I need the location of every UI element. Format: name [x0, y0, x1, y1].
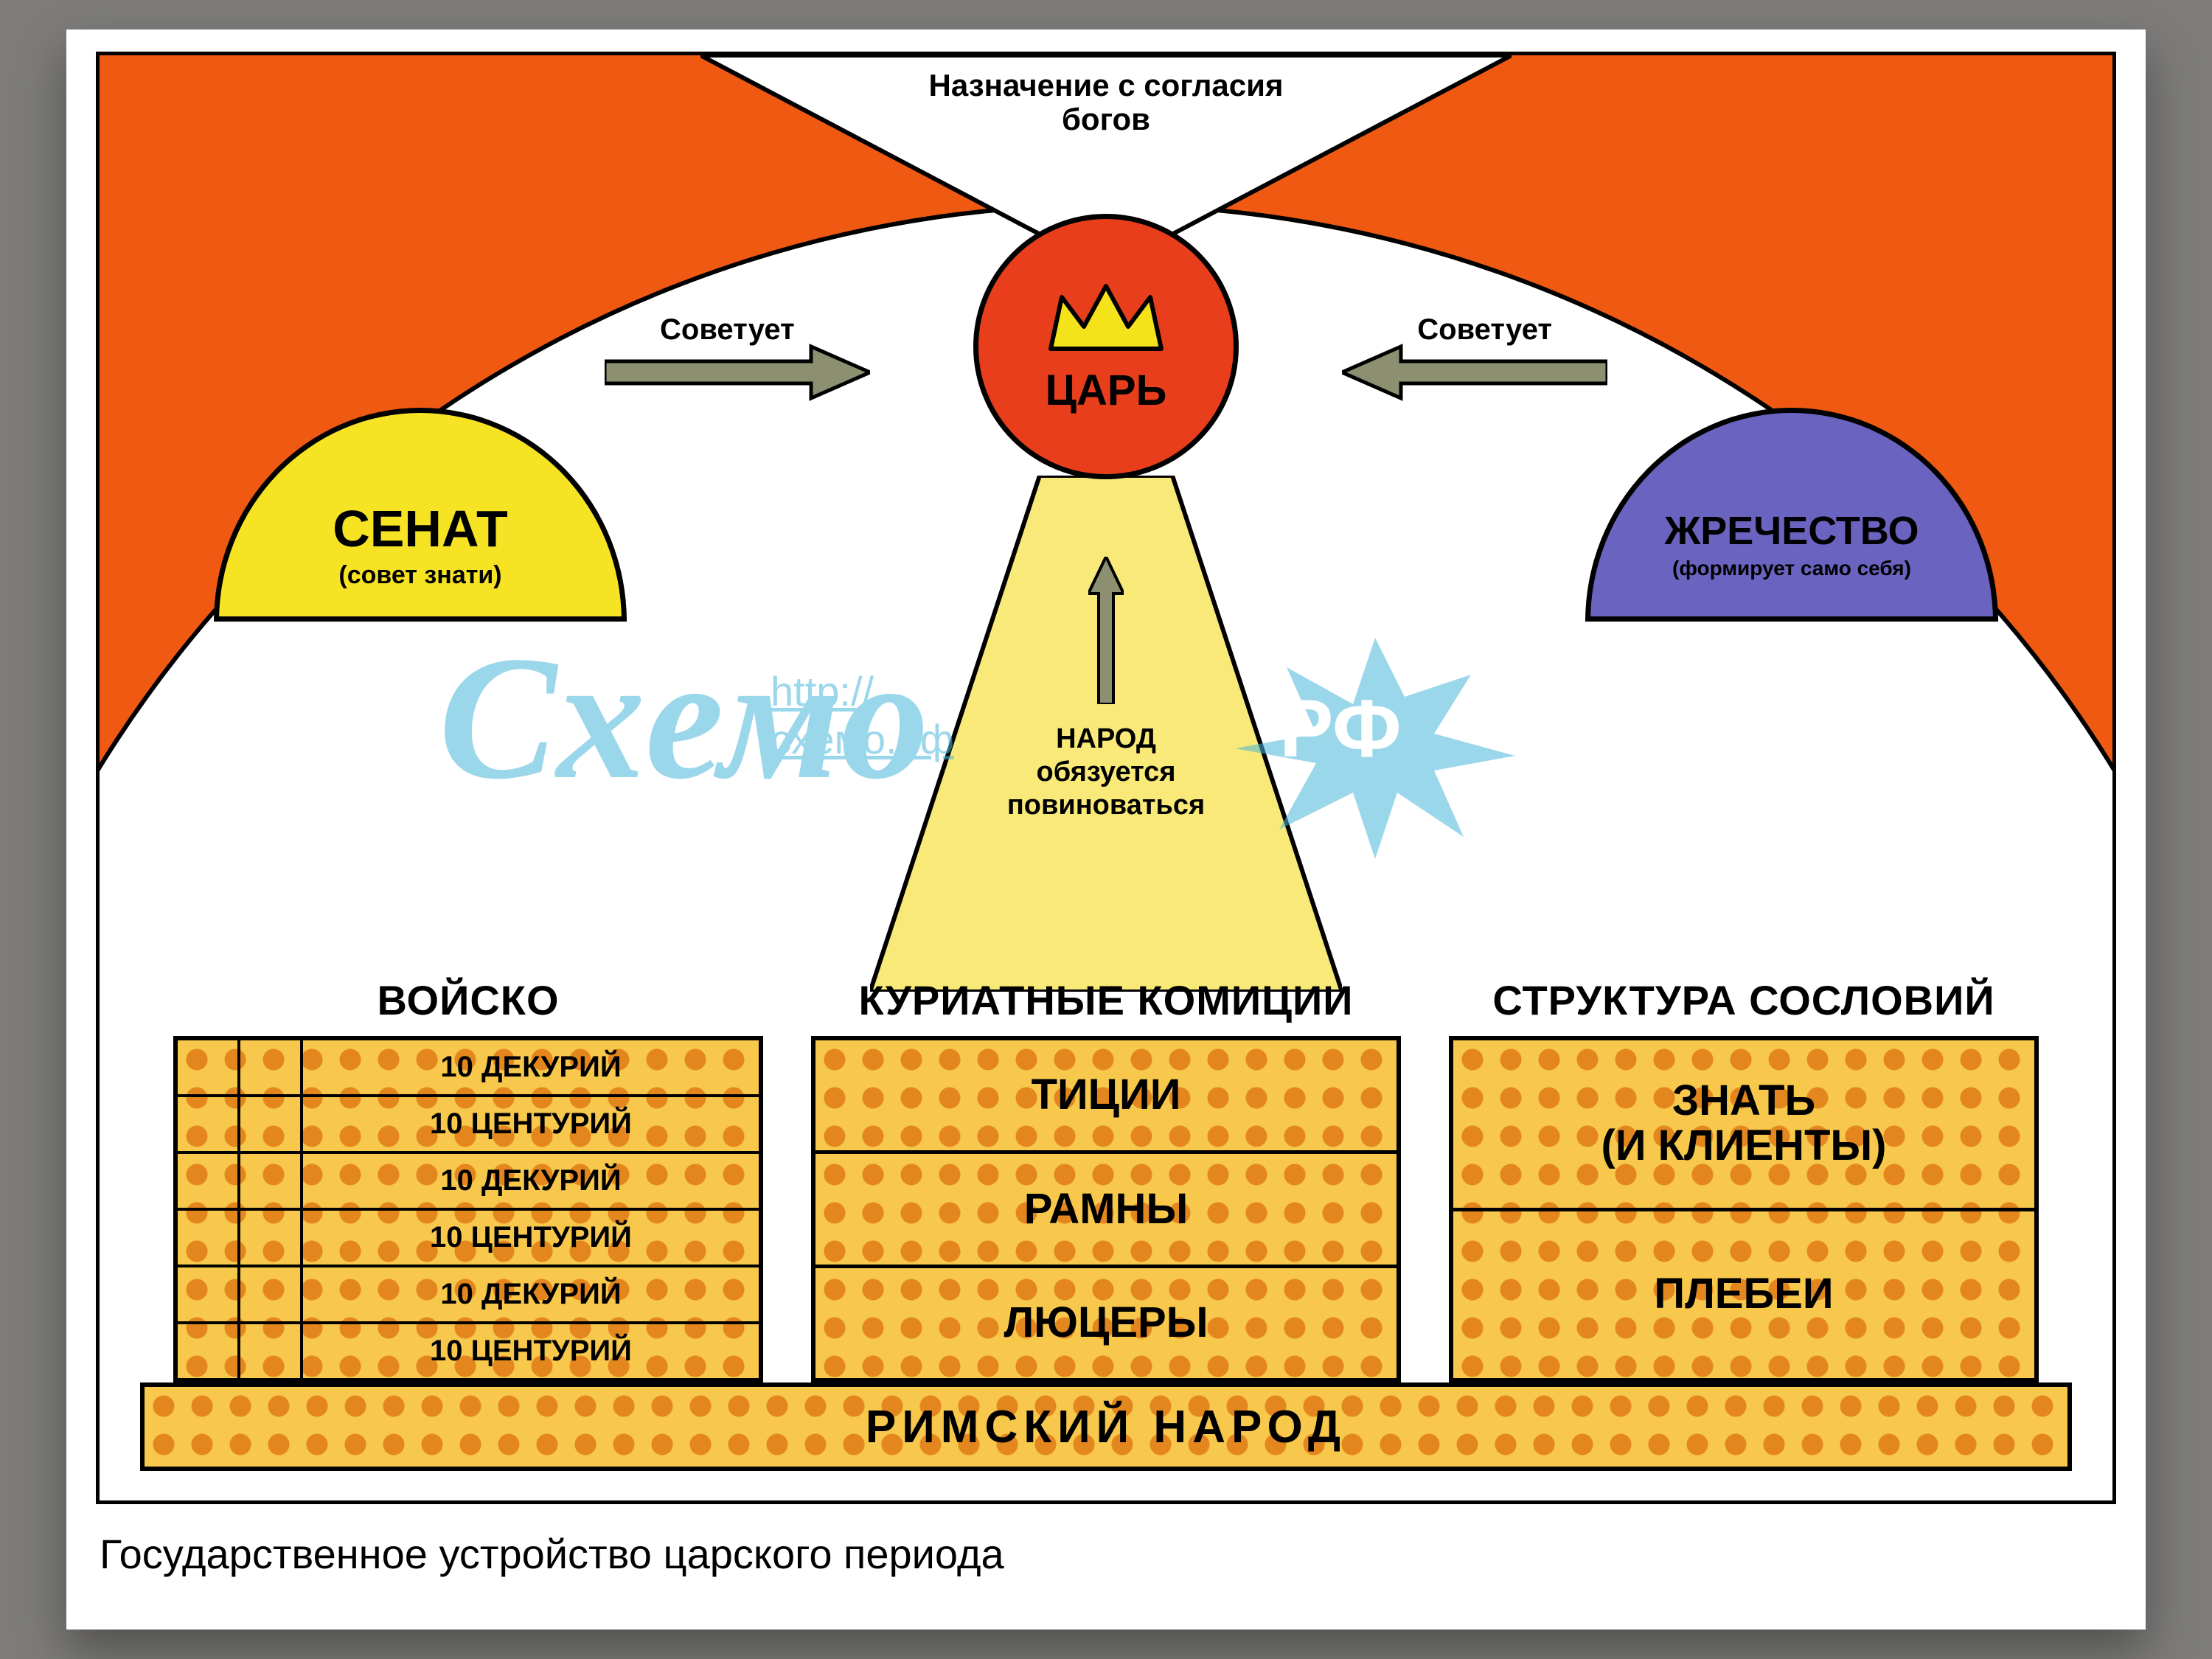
people-arrow-up	[1088, 557, 1124, 704]
senat-subtitle: (совет знати)	[338, 561, 501, 590]
advise-arrow-right	[1342, 339, 1607, 406]
classes-column: СТРУКТУРА СОСЛОВИЙ ЗНАТЬ (И КЛИЕНТЫ) ПЛЕ…	[1449, 976, 2039, 1382]
army-row: 10 ДЕКУРИЙ	[303, 1154, 759, 1211]
paper-sheet: Назначение с согласия богов ЦАРЬ Советуе…	[66, 29, 2146, 1630]
comitia-heading: КУРИАТНЫЕ КОМИЦИИ	[858, 976, 1353, 1024]
army-heading: ВОЙСКО	[377, 976, 559, 1024]
comitia-cell: ТИЦИИ	[815, 1040, 1397, 1154]
comitia-box: ТИЦИИ РАМНЫ ЛЮЦЕРЫ	[811, 1036, 1401, 1382]
comitia-cell: ЛЮЦЕРЫ	[815, 1268, 1397, 1378]
comitia-cell: РАМНЫ	[815, 1154, 1397, 1267]
top-label: Назначение с согласия богов	[929, 69, 1284, 136]
tsar-label: ЦАРЬ	[1046, 366, 1167, 415]
priest-title: ЖРЕЧЕСТВО	[1664, 508, 1919, 554]
classes-cell: ПЛЕБЕИ	[1453, 1211, 2034, 1379]
blocks-row: ВОЙСКО 10 ДЕК	[173, 981, 2039, 1382]
army-row: 10 ЦЕНТУРИЙ	[303, 1324, 759, 1378]
army-row: 10 ЦЕНТУРИЙ	[303, 1097, 759, 1154]
advise-arrow-left	[605, 339, 870, 406]
diagram-frame: Назначение с согласия богов ЦАРЬ Советуе…	[96, 52, 2116, 1504]
senat-title: СЕНАТ	[333, 499, 508, 558]
classes-heading: СТРУКТУРА СОСЛОВИЙ	[1492, 976, 1994, 1024]
army-row: 10 ДЕКУРИЙ	[303, 1040, 759, 1097]
caption: Государственное устройство царского пери…	[100, 1530, 1004, 1578]
classes-box: ЗНАТЬ (И КЛИЕНТЫ) ПЛЕБЕИ	[1449, 1036, 2039, 1382]
army-grid-left	[178, 1040, 303, 1378]
army-row: 10 ДЕКУРИЙ	[303, 1267, 759, 1324]
army-box: 10 ДЕКУРИЙ 10 ЦЕНТУРИЙ 10 ДЕКУРИЙ 10 ЦЕН…	[173, 1036, 763, 1382]
army-row: 10 ЦЕНТУРИЙ	[303, 1211, 759, 1267]
classes-cell: ЗНАТЬ (И КЛИЕНТЫ)	[1453, 1040, 2034, 1211]
crown-icon	[1043, 279, 1169, 360]
people-bar: РИМСКИЙ НАРОД	[140, 1382, 2072, 1471]
comitia-column: КУРИАТНЫЕ КОМИЦИИ ТИЦИИ РАМНЫ ЛЮЦЕРЫ	[811, 976, 1401, 1382]
army-column: ВОЙСКО 10 ДЕК	[173, 976, 763, 1382]
page-background: Назначение с согласия богов ЦАРЬ Советуе…	[0, 0, 2212, 1659]
tsar-circle: ЦАРЬ	[973, 214, 1239, 479]
army-rows: 10 ДЕКУРИЙ 10 ЦЕНТУРИЙ 10 ДЕКУРИЙ 10 ЦЕН…	[303, 1040, 759, 1378]
people-vow-text: НАРОД обязуется повиноваться	[1007, 723, 1205, 821]
priest-subtitle: (формирует само себя)	[1672, 557, 1911, 580]
